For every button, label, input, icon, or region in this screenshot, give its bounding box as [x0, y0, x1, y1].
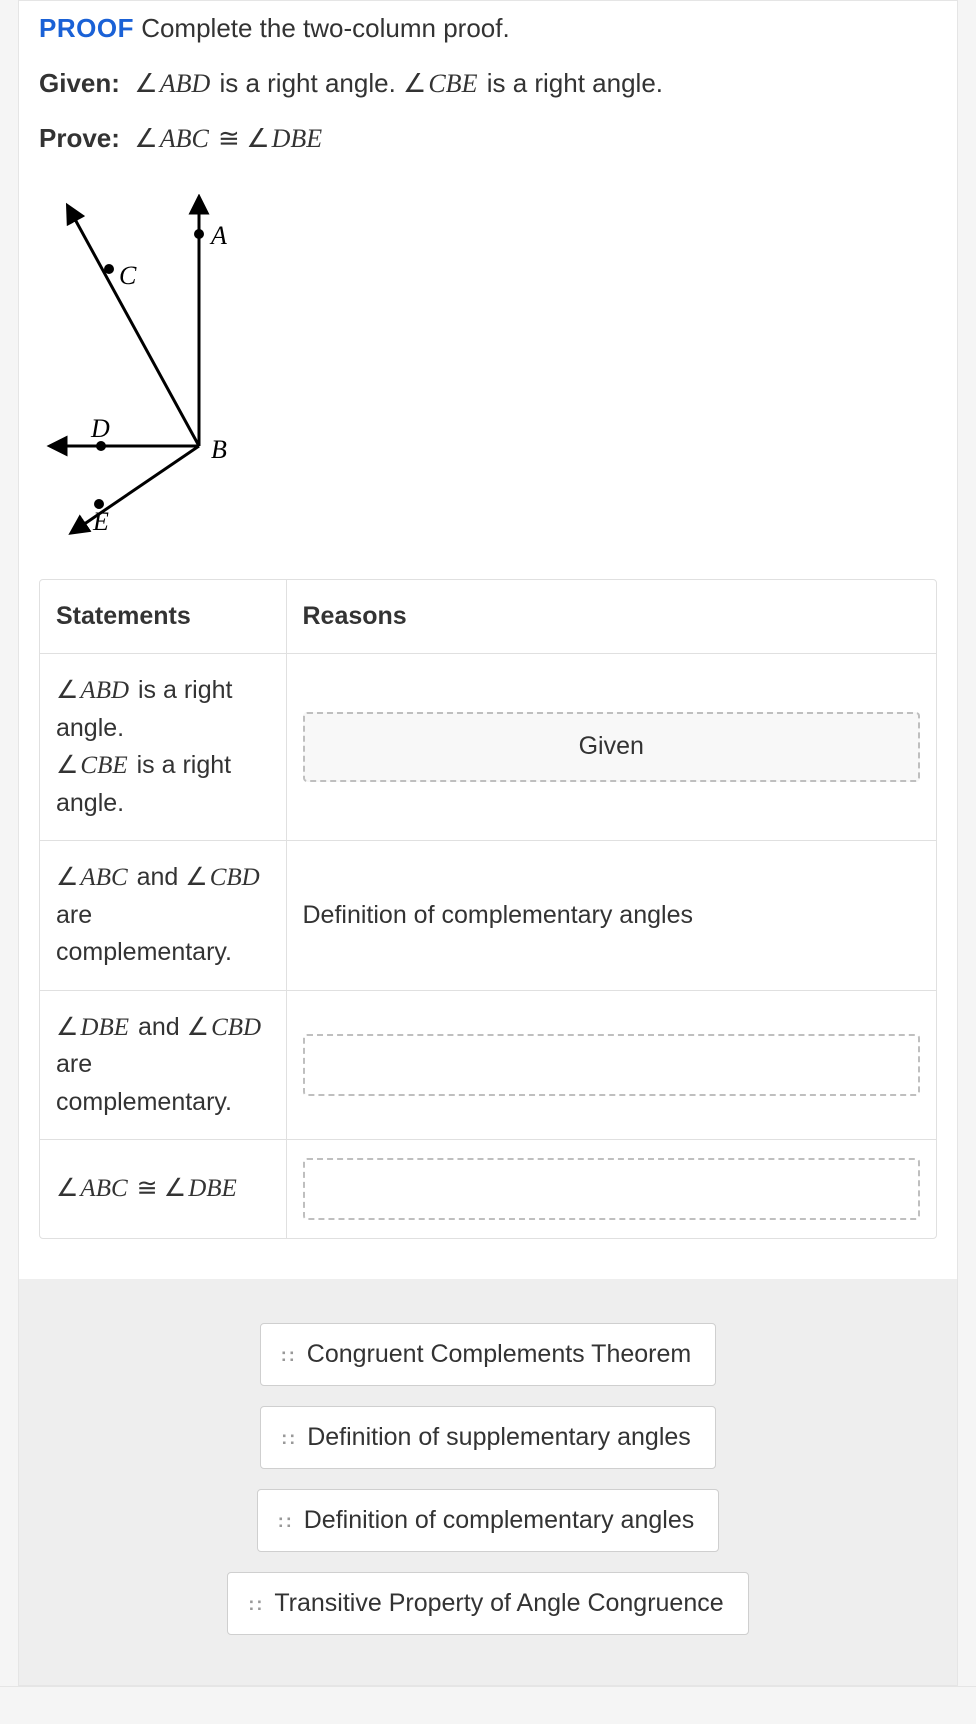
statement-cell: ∠ABC and ∠CBD are complementary.: [40, 841, 286, 991]
given-angle-1: ABD: [158, 69, 213, 98]
bank-item[interactable]: ::Congruent Complements Theorem: [260, 1323, 716, 1386]
bank-item[interactable]: ::Definition of complementary angles: [257, 1489, 719, 1552]
drag-grip-icon: ::: [278, 1512, 294, 1530]
stmt-angle: ABC: [78, 864, 129, 891]
prove-right: DBE: [270, 124, 325, 153]
pt-label-D: D: [90, 414, 110, 443]
reason-drop-empty[interactable]: [303, 1034, 921, 1096]
table-row: ∠ABC ≅ ∠DBE: [40, 1140, 936, 1239]
footer-strip: [0, 1686, 976, 1712]
proof-label: PROOF: [39, 13, 134, 43]
statement-cell: ∠ABD is a right angle. ∠CBE is a right a…: [40, 654, 286, 841]
reason-cell: [286, 1140, 936, 1239]
given-text-1: is a right angle.: [219, 68, 403, 98]
table-row: ∠ABD is a right angle. ∠CBE is a right a…: [40, 654, 936, 841]
table-row: ∠DBE and ∠CBD are complementary.: [40, 990, 936, 1140]
col-header-reasons: Reasons: [286, 580, 936, 654]
reason-bank: ::Congruent Complements Theorem ::Defini…: [19, 1279, 957, 1685]
reason-cell: Definition of complementary angles: [286, 841, 936, 991]
bank-item[interactable]: ::Transitive Property of Angle Congruenc…: [227, 1572, 748, 1635]
prove-label: Prove:: [39, 123, 120, 153]
reason-drop-empty[interactable]: [303, 1158, 921, 1220]
given-angle-2: CBE: [426, 69, 479, 98]
given-label: Given:: [39, 68, 120, 98]
instruction-line: PROOF Complete the two-column proof.: [39, 13, 937, 44]
stmt-angle: CBD: [209, 1014, 263, 1041]
stmt-angle: ABC: [78, 1175, 129, 1202]
drag-grip-icon: ::: [248, 1595, 264, 1613]
stmt-angle: CBD: [208, 864, 262, 891]
congruent-symbol: ≅: [218, 124, 246, 153]
stmt-text: are complementary.: [56, 1050, 232, 1116]
angle-symbol: ∠: [134, 69, 157, 98]
geometry-figure: A C D B E: [39, 194, 937, 549]
angle-symbol: ∠: [403, 69, 426, 98]
drag-grip-icon: ::: [281, 1429, 297, 1447]
statement-cell: ∠ABC ≅ ∠DBE: [40, 1140, 286, 1239]
pt-label-B: B: [211, 435, 227, 464]
reason-cell: Given: [286, 654, 936, 841]
angle-symbol: ∠: [246, 124, 269, 153]
proof-table: Statements Reasons ∠ABD is a right angle…: [39, 579, 937, 1239]
instruction-text: Complete the two-column proof.: [141, 13, 510, 43]
drag-grip-icon: ::: [281, 1346, 297, 1364]
table-row: ∠ABC and ∠CBD are complementary. Definit…: [40, 841, 936, 991]
content-card: PROOF Complete the two-column proof. Giv…: [18, 0, 958, 1686]
stmt-angle: DBE: [78, 1014, 131, 1041]
prove-left: ABC: [158, 124, 211, 153]
prove-line: Prove: ∠ABC ≅ ∠DBE: [39, 123, 937, 154]
stmt-angle: ABD: [78, 677, 131, 704]
stmt-text: and: [137, 863, 186, 891]
pt-label-E: E: [92, 507, 109, 536]
given-line: Given: ∠ABD is a right angle. ∠CBE is a …: [39, 68, 937, 99]
figure-svg: A C D B E: [39, 194, 259, 544]
statement-cell: ∠DBE and ∠CBD are complementary.: [40, 990, 286, 1140]
bank-item-label: Definition of supplementary angles: [307, 1423, 691, 1451]
stmt-text: and: [138, 1013, 187, 1041]
stmt-angle: DBE: [186, 1175, 239, 1202]
stmt-angle: CBE: [78, 752, 129, 779]
pt-label-A: A: [209, 221, 227, 250]
reason-drop-filled[interactable]: Given: [303, 712, 921, 782]
bank-item-label: Transitive Property of Angle Congruence: [274, 1589, 723, 1617]
given-text-2: is a right angle.: [487, 68, 663, 98]
col-header-statements: Statements: [40, 580, 286, 654]
angle-symbol: ∠: [134, 124, 157, 153]
bank-item-label: Definition of complementary angles: [304, 1506, 694, 1534]
reason-cell: [286, 990, 936, 1140]
bank-item[interactable]: ::Definition of supplementary angles: [260, 1406, 716, 1469]
stmt-text: are complementary.: [56, 901, 232, 967]
pt-label-C: C: [119, 261, 137, 290]
bank-item-label: Congruent Complements Theorem: [307, 1340, 691, 1368]
